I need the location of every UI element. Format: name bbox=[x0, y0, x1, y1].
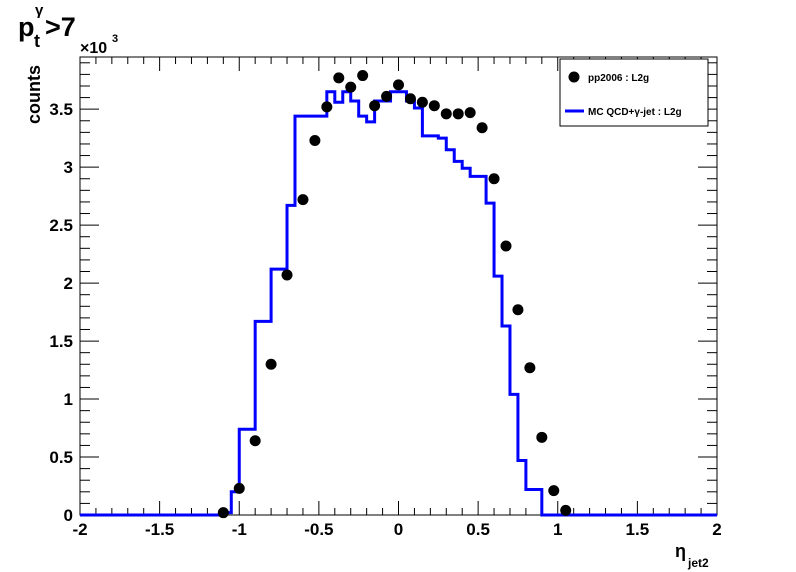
x-axis-title-sub: jet2 bbox=[687, 556, 709, 570]
y-tick-label: 2.5 bbox=[49, 216, 73, 235]
legend-box bbox=[559, 58, 709, 127]
data-point bbox=[281, 269, 293, 281]
data-point bbox=[345, 81, 357, 93]
x-tick-label: 2 bbox=[712, 520, 721, 539]
y-tick-label: 3 bbox=[64, 158, 73, 177]
data-point bbox=[381, 90, 393, 102]
y-multiplier-exponent: 3 bbox=[112, 33, 118, 45]
data-point bbox=[297, 194, 309, 206]
data-point bbox=[428, 100, 440, 112]
y-multiplier-base: ×10 bbox=[80, 40, 107, 57]
x-tick-label: 1.5 bbox=[626, 520, 650, 539]
x-tick-label: -1 bbox=[232, 520, 247, 539]
x-tick-label: -1.5 bbox=[145, 520, 174, 539]
x-tick-label: 0 bbox=[394, 520, 403, 539]
data-point bbox=[333, 72, 345, 84]
chart-title: p γ t >7 bbox=[18, 2, 76, 51]
data-point bbox=[249, 435, 261, 447]
legend-label-mc: MC QCD+γ-jet : L2g bbox=[588, 107, 682, 118]
y-tick-label: 1 bbox=[64, 390, 73, 409]
data-point bbox=[476, 122, 488, 134]
title-superscript: γ bbox=[35, 2, 44, 19]
data-point bbox=[217, 507, 229, 519]
data-point bbox=[369, 100, 381, 112]
data-point bbox=[357, 70, 369, 82]
data-point bbox=[393, 79, 404, 91]
data-point bbox=[321, 101, 333, 113]
data-point bbox=[265, 358, 277, 370]
data-point bbox=[560, 504, 572, 516]
data-point bbox=[488, 173, 500, 185]
x-tick-label: 1 bbox=[553, 520, 562, 539]
x-tick-label: -2 bbox=[72, 520, 87, 539]
data-point bbox=[524, 362, 536, 374]
data-point bbox=[512, 304, 524, 316]
data-point bbox=[233, 482, 245, 494]
y-tick-label: 0 bbox=[64, 506, 73, 525]
series-data-points bbox=[217, 70, 572, 519]
y-tick-label: 2 bbox=[64, 274, 73, 293]
data-point bbox=[548, 485, 560, 497]
title-main: p bbox=[18, 12, 35, 42]
legend-marker-data bbox=[568, 71, 580, 83]
x-axis-title: η jet2 bbox=[675, 541, 709, 570]
legend-label-data: pp2006 : L2g bbox=[588, 73, 649, 84]
y-tick-label: 1.5 bbox=[49, 332, 73, 351]
data-point bbox=[452, 108, 464, 120]
legend: pp2006 : L2g MC QCD+γ-jet : L2g bbox=[559, 58, 709, 127]
title-rest: >7 bbox=[45, 12, 76, 42]
x-axis-title-main: η bbox=[675, 541, 686, 561]
data-point bbox=[440, 108, 452, 120]
data-point bbox=[536, 431, 548, 443]
y-tick-label: 3.5 bbox=[49, 100, 73, 119]
y-axis-title: counts bbox=[24, 65, 44, 124]
y-axis: 0 0.5 1 1.5 2 2.5 3 3.5 bbox=[49, 62, 717, 525]
data-point bbox=[404, 93, 416, 105]
data-point bbox=[416, 96, 428, 108]
title-subscript: t bbox=[34, 31, 40, 51]
x-tick-label: -0.5 bbox=[304, 520, 333, 539]
data-point bbox=[464, 107, 476, 119]
data-point bbox=[309, 134, 321, 146]
x-tick-label: 0.5 bbox=[466, 520, 490, 539]
data-point bbox=[500, 240, 512, 252]
y-axis-multiplier: ×10 3 bbox=[80, 33, 118, 57]
y-tick-label: 0.5 bbox=[49, 448, 73, 467]
